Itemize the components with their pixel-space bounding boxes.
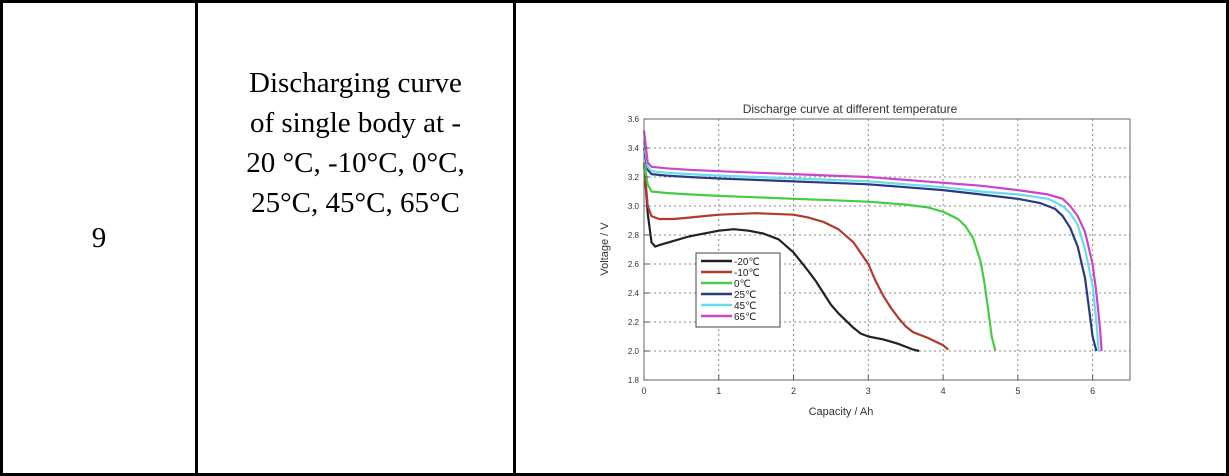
x-tick-label: 6 (1090, 386, 1095, 396)
y-tick-label: 3.6 (628, 115, 640, 124)
plot-frame (643, 118, 1131, 381)
x-tick-label: 5 (1015, 386, 1020, 396)
y-axis-label: Voltage / V (599, 222, 611, 276)
legend-label: 25℃ (734, 290, 756, 301)
table-border-bottom (0, 473, 1229, 476)
x-tick-label: 4 (941, 386, 946, 396)
series-line (642, 130, 1103, 352)
description-line: of single body at - (249, 107, 461, 139)
y-tick-label: 2.4 (628, 289, 640, 298)
x-tick-label: 1 (716, 386, 721, 396)
x-tick-label: 3 (866, 386, 871, 396)
y-tick-label: 3.0 (628, 202, 640, 211)
series-line (642, 162, 920, 353)
table-divider-2 (513, 0, 516, 476)
discharge-chart: Discharge curve at different temperature… (599, 102, 1131, 418)
series-line (642, 147, 1098, 352)
chart-title: Discharge curve at different temperature (743, 102, 958, 116)
legend-label: -20℃ (734, 257, 760, 268)
table-border-right (1226, 0, 1229, 476)
description-line: Discharging curve (249, 67, 462, 99)
y-tick-label: 3.4 (628, 144, 640, 153)
table-divider-1 (195, 0, 198, 476)
description-text: Discharging curve of single body at - 20… (246, 63, 464, 223)
description-line: 25°C, 45°C, 65°C (251, 187, 460, 219)
y-tick-label: 2.8 (628, 231, 640, 240)
y-tick-label: 2.0 (628, 347, 640, 356)
series-line (642, 162, 997, 352)
series-line (642, 140, 1100, 352)
x-tick-label: 2 (791, 386, 796, 396)
row-number-cell: 9 (3, 3, 195, 473)
series-line (642, 162, 950, 351)
legend-label: 45℃ (734, 301, 756, 312)
x-tick-label: 0 (641, 386, 646, 396)
legend-label: 65℃ (734, 312, 756, 323)
y-tick-label: 3.2 (628, 173, 640, 182)
legend-box (695, 252, 781, 328)
description-cell: Discharging curve of single body at - 20… (198, 3, 513, 473)
chart-series (642, 130, 1103, 353)
chart-ticks: 0 1 2 3 4 5 6 1.8 2.0 2.2 2.4 2.6 2.8 3.0 3.2 3.4 3.6 (628, 115, 1095, 396)
description-line: 20 °C, -10°C, 0°C, (246, 147, 465, 179)
legend-label: -10℃ (734, 268, 760, 279)
x-axis-label: Capacity / Ah (809, 406, 874, 418)
y-tick-label: 2.6 (628, 260, 640, 269)
chart-legend: -20℃-10℃0℃25℃45℃65℃ (695, 252, 781, 328)
legend-label: 0℃ (734, 279, 751, 290)
y-tick-label: 1.8 (628, 376, 640, 385)
y-tick-label: 2.2 (628, 318, 640, 327)
table-border-top (0, 0, 1229, 3)
table-border-left (0, 0, 3, 476)
row-number: 9 (91, 221, 107, 254)
chart-cell: Discharge curve at different temperature… (516, 3, 1226, 473)
